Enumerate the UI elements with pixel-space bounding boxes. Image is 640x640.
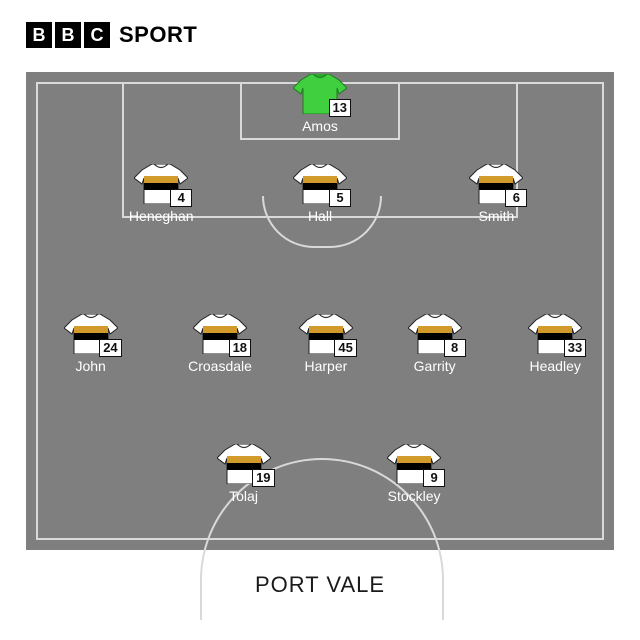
player-name: Heneghan xyxy=(129,208,194,224)
player-amos: 13 Amos xyxy=(280,74,360,134)
player-hall: 5 Hall xyxy=(280,164,360,224)
player-number: 4 xyxy=(170,189,192,207)
player-name: Smith xyxy=(478,208,514,224)
logo-label: SPORT xyxy=(119,22,197,48)
player-number: 6 xyxy=(505,189,527,207)
player-name: Headley xyxy=(530,358,581,374)
player-headley: 33 Headley xyxy=(515,314,595,374)
shirt-icon: 45 xyxy=(299,314,353,354)
logo-block-b2: B xyxy=(55,22,81,48)
player-heneghan: 4 Heneghan xyxy=(121,164,201,224)
shirt-icon: 5 xyxy=(293,164,347,204)
player-john: 24 John xyxy=(51,314,131,374)
player-name: Croasdale xyxy=(188,358,252,374)
player-stockley: 9 Stockley xyxy=(374,444,454,504)
team-name: PORT VALE xyxy=(0,572,640,598)
player-name: Tolaj xyxy=(229,488,258,504)
player-name: Harper xyxy=(304,358,347,374)
shirt-icon: 8 xyxy=(408,314,462,354)
player-number: 24 xyxy=(99,339,121,357)
player-croasdale: 18 Croasdale xyxy=(180,314,260,374)
player-number: 5 xyxy=(329,189,351,207)
shirt-icon: 13 xyxy=(293,74,347,114)
shirt-icon: 9 xyxy=(387,444,441,484)
player-name: Amos xyxy=(302,118,338,134)
six-yard-bottom xyxy=(240,138,400,140)
logo-block-b: B xyxy=(26,22,52,48)
lineup-graphic: B B C SPORT 13 Amos 4 H xyxy=(0,0,640,640)
shirt-icon: 33 xyxy=(528,314,582,354)
player-tolaj: 19 Tolaj xyxy=(204,444,284,504)
player-number: 33 xyxy=(564,339,586,357)
six-yard-left xyxy=(240,82,242,140)
shirt-icon: 24 xyxy=(64,314,118,354)
player-number: 19 xyxy=(252,469,274,487)
player-number: 9 xyxy=(423,469,445,487)
pitch-border-right xyxy=(602,82,604,540)
shirt-icon: 4 xyxy=(134,164,188,204)
bbc-sport-logo: B B C SPORT xyxy=(26,22,197,48)
player-number: 45 xyxy=(334,339,356,357)
player-number: 18 xyxy=(229,339,251,357)
player-name: John xyxy=(75,358,105,374)
shirt-icon: 6 xyxy=(469,164,523,204)
player-number: 13 xyxy=(329,99,351,117)
player-name: Hall xyxy=(308,208,332,224)
shirt-icon: 19 xyxy=(217,444,271,484)
player-name: Stockley xyxy=(388,488,441,504)
player-smith: 6 Smith xyxy=(456,164,536,224)
player-garrity: 8 Garrity xyxy=(395,314,475,374)
shirt-icon: 18 xyxy=(193,314,247,354)
player-number: 8 xyxy=(444,339,466,357)
pitch-border-left xyxy=(36,82,38,540)
player-name: Garrity xyxy=(414,358,456,374)
logo-block-c: C xyxy=(84,22,110,48)
pitch: 13 Amos 4 Heneghan 5 Hall 6 Smith xyxy=(26,72,614,550)
player-harper: 45 Harper xyxy=(286,314,366,374)
six-yard-right xyxy=(398,82,400,140)
